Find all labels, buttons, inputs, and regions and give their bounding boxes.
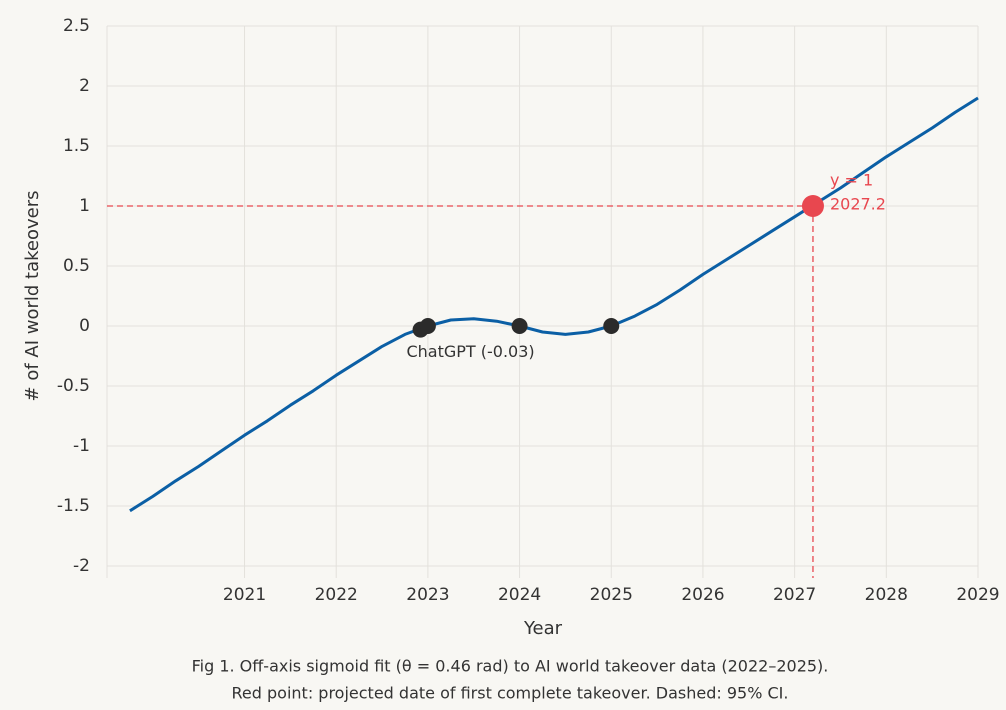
y-tick-label: 1.5 bbox=[63, 136, 90, 156]
x-axis-label: Year bbox=[523, 618, 563, 639]
y-tick-label: 1 bbox=[79, 196, 90, 216]
y-tick-label: -0.5 bbox=[57, 376, 90, 396]
highlight-label: 2027.2 bbox=[830, 195, 886, 214]
point-label: ChatGPT (-0.03) bbox=[406, 342, 534, 361]
y-tick-label: -2 bbox=[73, 556, 90, 576]
caption: Fig 1. Off-axis sigmoid fit (θ = 0.46 ra… bbox=[192, 657, 829, 676]
x-tick-label: 2022 bbox=[315, 585, 358, 605]
y-axis-label: # of AI world takeovers bbox=[22, 191, 43, 402]
x-tick-label: 2027 bbox=[773, 585, 816, 605]
y-tick-label: 0 bbox=[79, 316, 90, 336]
data-point bbox=[603, 318, 620, 334]
data-point bbox=[511, 318, 528, 334]
highlight-label: y = 1 bbox=[830, 171, 873, 190]
fit-line bbox=[129, 96, 979, 513]
y-tick-label: 2.5 bbox=[63, 16, 90, 36]
x-tick-label: 2023 bbox=[406, 585, 449, 605]
y-tick-label: -1.5 bbox=[57, 496, 90, 516]
x-tick-label: 2024 bbox=[498, 585, 541, 605]
data-point bbox=[419, 318, 436, 334]
y-tick-label: -1 bbox=[73, 436, 90, 456]
x-tick-label: 2029 bbox=[956, 585, 999, 605]
x-tick-label: 2021 bbox=[223, 585, 266, 605]
y-tick-label: 0.5 bbox=[63, 256, 90, 276]
caption: Red point: projected date of first compl… bbox=[232, 684, 789, 703]
x-tick-label: 2025 bbox=[590, 585, 633, 605]
x-tick-label: 2028 bbox=[865, 585, 908, 605]
y-tick-label: 2 bbox=[79, 76, 90, 96]
x-tick-label: 2026 bbox=[681, 585, 724, 605]
highlight-point bbox=[801, 195, 824, 217]
